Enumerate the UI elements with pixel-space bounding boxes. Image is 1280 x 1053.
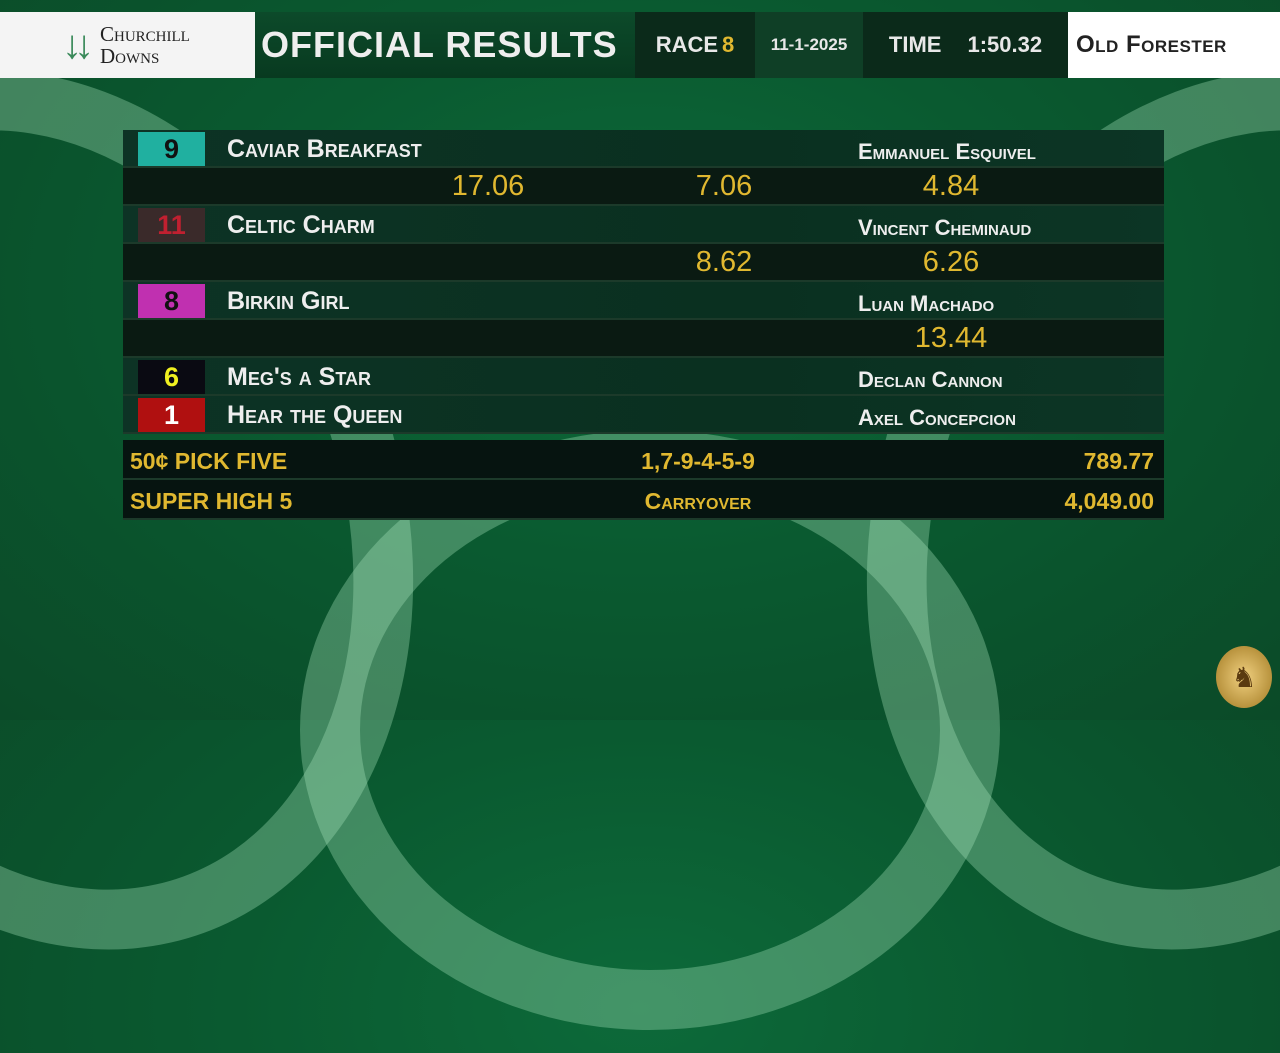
time-value: 1:50.32 bbox=[967, 32, 1043, 57]
show-payout: 13.44 bbox=[914, 322, 988, 354]
jockey-name: Axel Concepcion bbox=[858, 405, 1016, 430]
time-label: TIME bbox=[888, 32, 942, 57]
exotic-wager-row: SUPER HIGH 5 Carryover 4,049.00 bbox=[123, 480, 1164, 520]
race-date: 11-1-2025 bbox=[755, 12, 863, 78]
program-number-badge: 1 bbox=[138, 398, 205, 432]
results-panel: 9 Caviar Breakfast Emmanuel Esquivel 17.0… bbox=[123, 130, 1164, 520]
horse-crown-crest-icon: ♞ bbox=[1216, 646, 1272, 708]
exotic-wager-row: 50¢ PICK FIVE 1,7-9-4-5-9 789.77 bbox=[123, 440, 1164, 480]
program-number-badge: 11 bbox=[138, 208, 205, 242]
horse-name: Celtic Charm bbox=[227, 211, 375, 239]
horse-name: Meg's a Star bbox=[227, 363, 372, 391]
payout-row: 17.06 7.06 4.84 bbox=[123, 168, 1164, 206]
race-time: TIME 1:50.32 bbox=[863, 12, 1068, 78]
show-payout: 6.26 bbox=[922, 246, 980, 278]
wager-name: SUPER HIGH 5 bbox=[130, 488, 293, 514]
place-payout: 7.06 bbox=[695, 170, 753, 202]
logo-line1: Churchill bbox=[100, 22, 190, 46]
jockey-name: Vincent Cheminaud bbox=[858, 215, 1032, 240]
wager-combination: Carryover bbox=[644, 488, 752, 514]
wager-combination: 1,7-9-4-5-9 bbox=[641, 448, 755, 474]
finisher-row: 9 Caviar Breakfast Emmanuel Esquivel bbox=[123, 130, 1164, 168]
finisher-row: 6 Meg's a Star Declan Cannon bbox=[123, 358, 1164, 396]
race-value: 8 bbox=[722, 32, 735, 57]
horse-name: Caviar Breakfast bbox=[227, 135, 422, 163]
wager-payout: 789.77 bbox=[1083, 448, 1154, 474]
finisher-row: 11 Celtic Charm Vincent Cheminaud bbox=[123, 206, 1164, 244]
race-number: RACE 8 bbox=[635, 12, 755, 78]
place-payout: 8.62 bbox=[695, 246, 753, 278]
header-bar: ↓↓ Churchill Downs OFFICIAL RESULTS RACE 8… bbox=[0, 12, 1280, 78]
program-number-badge: 9 bbox=[138, 132, 205, 166]
finisher-row: 1 Hear the Queen Axel Concepcion bbox=[123, 396, 1164, 434]
page-title: OFFICIAL RESULTS bbox=[255, 12, 635, 78]
twin-spires-icon: ↓↓ bbox=[62, 23, 94, 67]
horse-name: Hear the Queen bbox=[227, 401, 403, 429]
payout-row: 8.62 6.26 bbox=[123, 244, 1164, 282]
jockey-name: Luan Machado bbox=[858, 291, 995, 316]
program-number-badge: 6 bbox=[138, 360, 205, 394]
payout-row: 13.44 bbox=[123, 320, 1164, 358]
race-label: RACE bbox=[655, 32, 719, 57]
jockey-name: Emmanuel Esquivel bbox=[858, 139, 1036, 164]
wager-name: 50¢ PICK FIVE bbox=[130, 448, 288, 474]
show-payout: 4.84 bbox=[922, 170, 980, 202]
finisher-row: 8 Birkin Girl Luan Machado bbox=[123, 282, 1164, 320]
win-payout: 17.06 bbox=[451, 170, 525, 202]
wager-payout: 4,049.00 bbox=[1064, 488, 1154, 514]
sponsor-logo: Old Forester bbox=[1068, 12, 1280, 78]
churchill-downs-logo: ↓↓ Churchill Downs bbox=[0, 12, 255, 78]
jockey-name: Declan Cannon bbox=[858, 367, 1003, 392]
program-number-badge: 8 bbox=[138, 284, 205, 318]
horse-name: Birkin Girl bbox=[227, 287, 350, 315]
logo-line2: Downs bbox=[100, 44, 160, 68]
